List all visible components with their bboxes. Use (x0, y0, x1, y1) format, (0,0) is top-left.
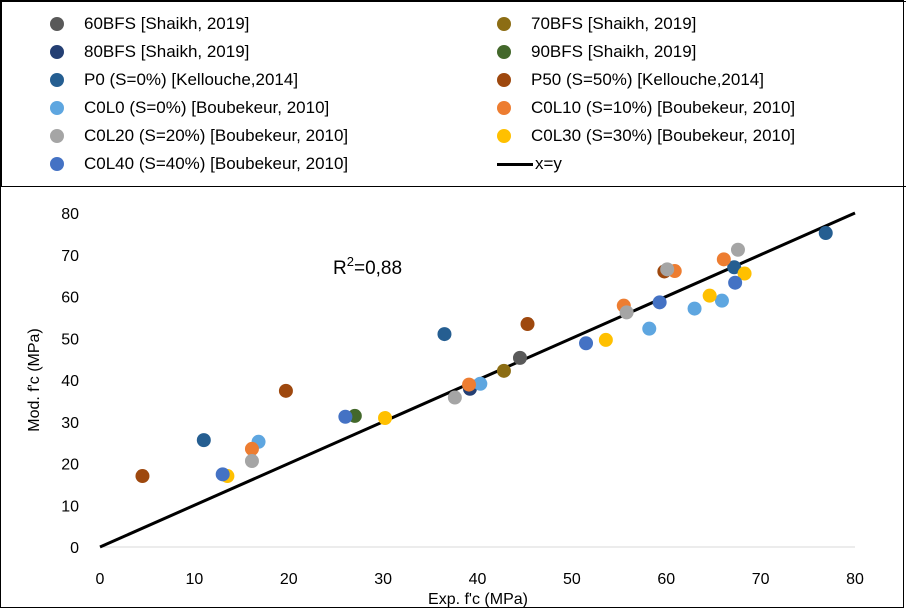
y-tick-label: 20 (61, 457, 79, 474)
legend-label: C0L40 (S=40%) [Boubekeur, 2010] (84, 154, 349, 173)
y-tick-label: 40 (61, 373, 79, 390)
data-point (716, 252, 731, 267)
y-tick-label: 70 (61, 248, 79, 265)
data-point (702, 288, 717, 303)
legend-marker (50, 17, 64, 31)
data-point (244, 453, 259, 468)
legend-marker (497, 129, 511, 143)
data-point (727, 260, 742, 275)
y-tick-label: 50 (61, 331, 79, 348)
data-point (447, 390, 462, 405)
legend-entry: 90BFS [Shaikh, 2019] (497, 40, 696, 64)
x-tick-label: 0 (96, 571, 105, 588)
y-axis-title: Mod. f'c (MPa) (26, 328, 43, 432)
legend-entry: C0L40 (S=40%) [Boubekeur, 2010] (50, 152, 348, 176)
data-point (598, 332, 613, 347)
legend-marker (497, 17, 511, 31)
x-tick-label: 30 (374, 571, 392, 588)
data-point (642, 321, 657, 336)
data-point (512, 350, 527, 365)
data-point (818, 226, 833, 241)
x-tick-label: 10 (185, 571, 203, 588)
legend-marker (50, 129, 64, 143)
y-tick-label: 80 (61, 206, 79, 223)
legend-entry: C0L0 (S=0%) [Boubekeur, 2010] (50, 96, 329, 120)
data-point (473, 376, 488, 391)
data-point (278, 383, 293, 398)
legend-marker (497, 45, 511, 59)
data-point (619, 305, 634, 320)
data-point (660, 262, 675, 277)
y-tick-label: 0 (70, 540, 79, 557)
legend-label: 60BFS [Shaikh, 2019] (84, 14, 250, 33)
data-point (462, 377, 477, 392)
legend-marker (497, 73, 511, 87)
legend-label: P50 (S=50%) [Kellouche,2014] (531, 70, 764, 89)
legend-label: 80BFS [Shaikh, 2019] (84, 42, 250, 61)
data-point (378, 410, 393, 425)
y-tick-label: 10 (61, 498, 79, 515)
legend-label: P0 (S=0%) [Kellouche,2014] (84, 70, 299, 89)
data-point (215, 467, 230, 482)
legend-line-swatch (497, 162, 533, 166)
legend-entry: C0L10 (S=10%) [Boubekeur, 2010] (497, 96, 795, 120)
data-point (579, 336, 594, 351)
legend-label: C0L20 (S=20%) [Boubekeur, 2010] (84, 126, 349, 145)
legend-entry: C0L30 (S=30%) [Boubekeur, 2010] (497, 124, 795, 148)
y-tick-label: 60 (61, 290, 79, 307)
x-tick-label: 60 (657, 571, 675, 588)
annotation-value: =0,88 (354, 258, 402, 279)
legend-entry: 60BFS [Shaikh, 2019] (50, 12, 249, 36)
legend-label: C0L30 (S=30%) [Boubekeur, 2010] (531, 126, 796, 145)
data-point (737, 266, 752, 281)
legend-entry: C0L20 (S=20%) [Boubekeur, 2010] (50, 124, 348, 148)
legend-label: C0L10 (S=10%) [Boubekeur, 2010] (531, 98, 796, 117)
data-point (496, 363, 511, 378)
legend-entry: P50 (S=50%) [Kellouche,2014] (497, 68, 764, 92)
x-tick-label: 20 (280, 571, 298, 588)
legend-entry: P0 (S=0%) [Kellouche,2014] (50, 68, 298, 92)
annotation-prefix: R (333, 258, 347, 279)
data-point (135, 469, 150, 484)
x-axis-title: Exp. f'c (MPa) (428, 591, 528, 608)
x-tick-label: 70 (752, 571, 770, 588)
legend-marker (50, 101, 64, 115)
data-point (196, 433, 211, 448)
data-point (728, 275, 743, 290)
x-tick-label: 80 (846, 571, 864, 588)
legend: 60BFS [Shaikh, 2019] 70BFS [Shaikh, 2019]… (1, 1, 906, 187)
legend-label: x=y (535, 154, 562, 173)
data-point (714, 293, 729, 308)
legend-marker (497, 101, 511, 115)
x-tick-label: 50 (563, 571, 581, 588)
legend-label: C0L0 (S=0%) [Boubekeur, 2010] (84, 98, 330, 117)
x-tick-label: 40 (469, 571, 487, 588)
r-squared-annotation: R2=0,88 (333, 254, 402, 279)
legend-marker (50, 73, 64, 87)
data-point (520, 317, 535, 332)
data-point (244, 441, 259, 456)
legend-entry: 70BFS [Shaikh, 2019] (497, 12, 696, 36)
legend-label: 70BFS [Shaikh, 2019] (531, 14, 697, 33)
legend-entry: x=y (497, 152, 562, 176)
data-point (652, 295, 667, 310)
data-point (730, 242, 745, 257)
legend-marker (50, 45, 64, 59)
legend-entry: 80BFS [Shaikh, 2019] (50, 40, 249, 64)
data-point (687, 301, 702, 316)
y-tick-label: 30 (61, 415, 79, 432)
data-point (338, 409, 353, 424)
legend-label: 90BFS [Shaikh, 2019] (531, 42, 697, 61)
legend-marker (50, 157, 64, 171)
annotation-superscript: 2 (347, 254, 354, 269)
data-point (437, 327, 452, 342)
